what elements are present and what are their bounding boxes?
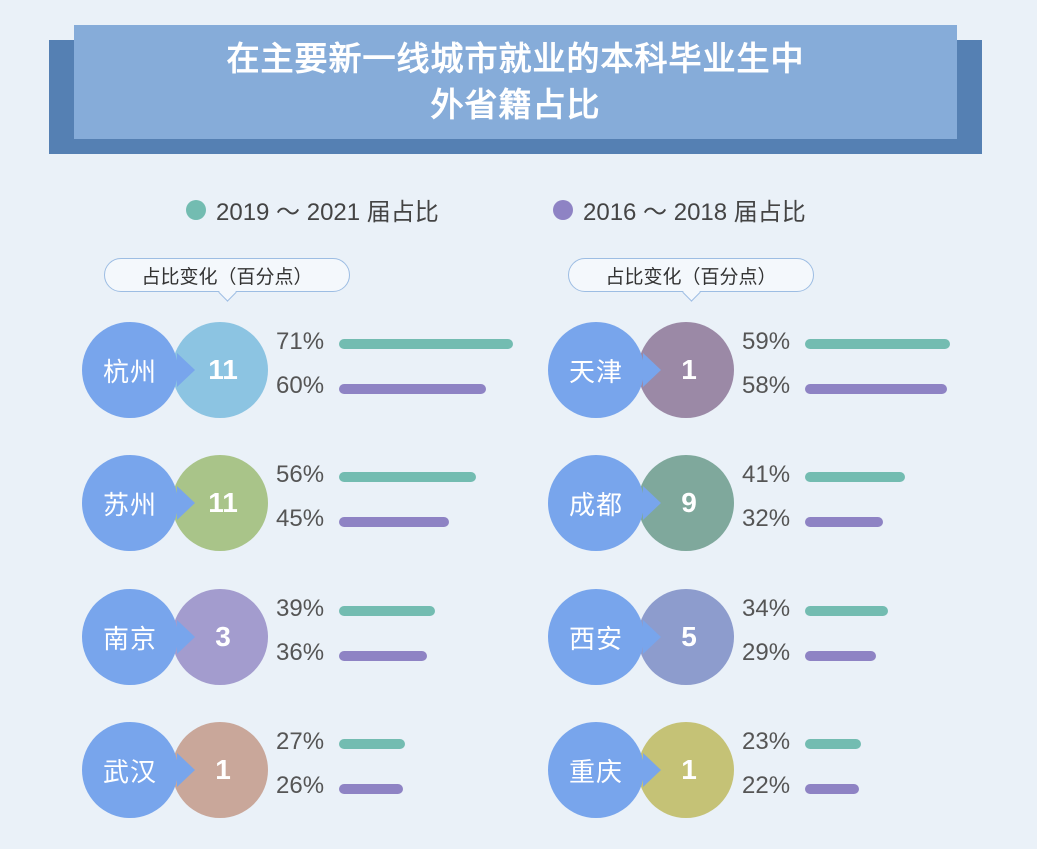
earlier-bar [805,651,877,661]
earlier-bar [339,651,428,661]
legend-item-earlier: 2016 ～ 2018 届占比 [553,192,806,227]
legend-label-earlier: 2016 ～ 2018 届占比 [583,199,806,226]
title-line-1: 在主要新一线城市就业的本科毕业生中 [226,40,805,77]
recent-percent-label: 27% [276,728,325,755]
change-callout-right: 占比变化（百分点） [568,258,814,292]
recent-bar [805,339,950,349]
earlier-bar [805,384,948,394]
earlier-percent-label: 29% [742,639,791,666]
change-callout-left: 占比变化（百分点） [104,258,350,292]
city-badge: 成都 [548,455,661,551]
earlier-percent-label: 36% [276,639,325,666]
legend: 2019 ～ 2021 届占比 2016 ～ 2018 届占比 [0,192,1037,226]
recent-percent-label: 23% [742,728,791,755]
earlier-percent-label: 60% [276,372,325,399]
earlier-percent-label: 26% [276,772,325,799]
earlier-bar [805,517,884,527]
earlier-percent-label: 58% [742,372,791,399]
earlier-bar [339,784,403,794]
recent-bar [339,606,435,616]
recent-percent-label: 59% [742,328,791,355]
legend-dot-recent [186,199,206,220]
city-badge: 苏州 [82,455,195,551]
city-badge: 西安 [548,589,661,685]
recent-percent-label: 56% [276,461,325,488]
earlier-bar [339,384,486,394]
recent-bar [805,739,862,749]
recent-percent-label: 41% [742,461,791,488]
recent-bar [805,606,889,616]
recent-percent-label: 34% [742,595,791,622]
city-badge: 南京 [82,589,195,685]
recent-bar [339,339,513,349]
earlier-bar [339,517,450,527]
recent-bar [805,472,906,482]
earlier-percent-label: 45% [276,505,325,532]
city-badge: 武汉 [82,722,195,818]
title-banner: 在主要新一线城市就业的本科毕业生中 外省籍占比 [74,25,957,139]
earlier-bar [805,784,859,794]
city-badge: 天津 [548,322,661,418]
earlier-percent-label: 32% [742,505,791,532]
earlier-percent-label: 22% [742,772,791,799]
recent-percent-label: 71% [276,328,325,355]
city-badge: 重庆 [548,722,661,818]
recent-bar [339,472,477,482]
recent-bar [339,739,406,749]
legend-dot-earlier [553,199,573,220]
legend-label-recent: 2019 ～ 2021 届占比 [216,199,439,226]
city-badge: 杭州 [82,322,195,418]
title-line-2: 外省籍占比 [430,86,601,123]
legend-item-recent: 2019 ～ 2021 届占比 [186,192,439,227]
recent-percent-label: 39% [276,595,325,622]
